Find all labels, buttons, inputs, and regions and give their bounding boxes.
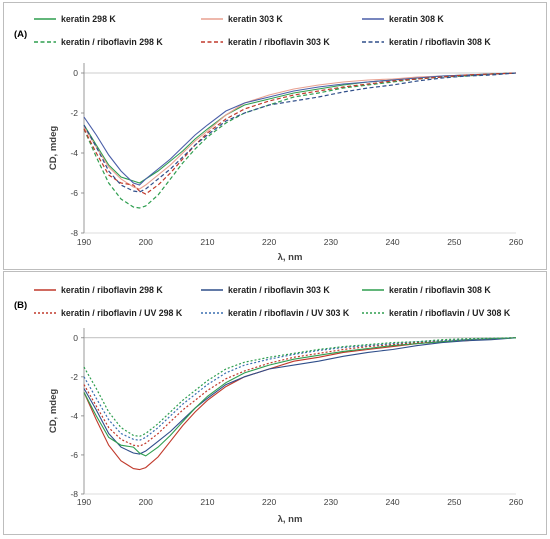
panel-label-a: (A) <box>14 29 27 40</box>
x-tick-label: 260 <box>509 237 523 247</box>
series-line-b-2 <box>83 337 517 455</box>
y-tick-label: -2 <box>70 372 78 382</box>
y-tick-label: -4 <box>70 148 78 158</box>
legend-label: keratin / riboflavin 308 K <box>389 285 491 295</box>
series-line-a-5 <box>83 72 517 195</box>
legend-label: keratin / riboflavin 298 K <box>61 285 163 295</box>
y-tick-label: 0 <box>73 333 78 343</box>
series-line-b-3 <box>83 337 517 457</box>
series-line-b-6 <box>83 337 517 438</box>
x-tick-label: 250 <box>447 237 461 247</box>
x-tick-label: 190 <box>77 497 91 507</box>
y-tick-label: -4 <box>70 411 78 421</box>
legend-label: keratin / riboflavin 303 K <box>228 37 330 47</box>
series-line-a-2 <box>83 72 517 190</box>
y-tick-label: -6 <box>70 188 78 198</box>
x-tick-label: 220 <box>262 497 276 507</box>
series-line-b-5 <box>83 337 517 441</box>
legend-label: keratin 303 K <box>228 14 283 24</box>
x-tick-label: 190 <box>77 237 91 247</box>
x-tick-label: 200 <box>139 497 153 507</box>
x-tick-label: 210 <box>200 237 214 247</box>
legend-label: keratin / riboflavin / UV 308 K <box>389 308 511 318</box>
x-tick-label: 230 <box>324 497 338 507</box>
x-tick-label: 210 <box>200 497 214 507</box>
y-tick-label: -8 <box>70 489 78 499</box>
chart-panel-b: (B) 0 -2 -4 -6 -8 190 200 210 220 230 240 250 260 λ, n… <box>3 271 547 535</box>
x-axis-title-a: λ, nm <box>278 252 303 263</box>
series-line-a-6 <box>83 72 517 193</box>
legend-label: keratin 298 K <box>61 14 116 24</box>
legend-label: keratin / riboflavin / UV 298 K <box>61 308 183 318</box>
y-tick-label: 0 <box>73 68 78 78</box>
chart-panel-a: (A) 0 -2 -4 -6 -8 190 200 210 220 230 240 250 260 λ, n… <box>3 2 547 270</box>
y-tick-label: -2 <box>70 108 78 118</box>
y-tick-label: -8 <box>70 228 78 238</box>
x-tick-label: 260 <box>509 497 523 507</box>
x-tick-label: 240 <box>385 497 399 507</box>
x-tick-label: 220 <box>262 237 276 247</box>
series-line-a-4 <box>83 72 517 209</box>
y-tick-label: -6 <box>70 450 78 460</box>
x-tick-label: 200 <box>139 237 153 247</box>
legend-label: keratin 308 K <box>389 14 444 24</box>
x-axis-title-b: λ, nm <box>278 514 303 525</box>
series-line-a-3 <box>83 72 517 186</box>
x-tick-label: 230 <box>324 237 338 247</box>
y-axis-title-a: CD, mdeg <box>48 126 59 171</box>
legend-label: keratin / riboflavin 303 K <box>228 285 330 295</box>
y-axis-title-b: CD, mdeg <box>48 389 59 434</box>
series-line-b-1 <box>83 337 517 471</box>
x-tick-label: 250 <box>447 497 461 507</box>
legend-label: keratin / riboflavin / UV 303 K <box>228 308 350 318</box>
x-tick-label: 240 <box>385 237 399 247</box>
series-line-b-4 <box>83 337 517 447</box>
legend-label: keratin / riboflavin 308 K <box>389 37 491 47</box>
legend-label: keratin / riboflavin 298 K <box>61 37 163 47</box>
panel-label-b: (B) <box>14 300 27 311</box>
